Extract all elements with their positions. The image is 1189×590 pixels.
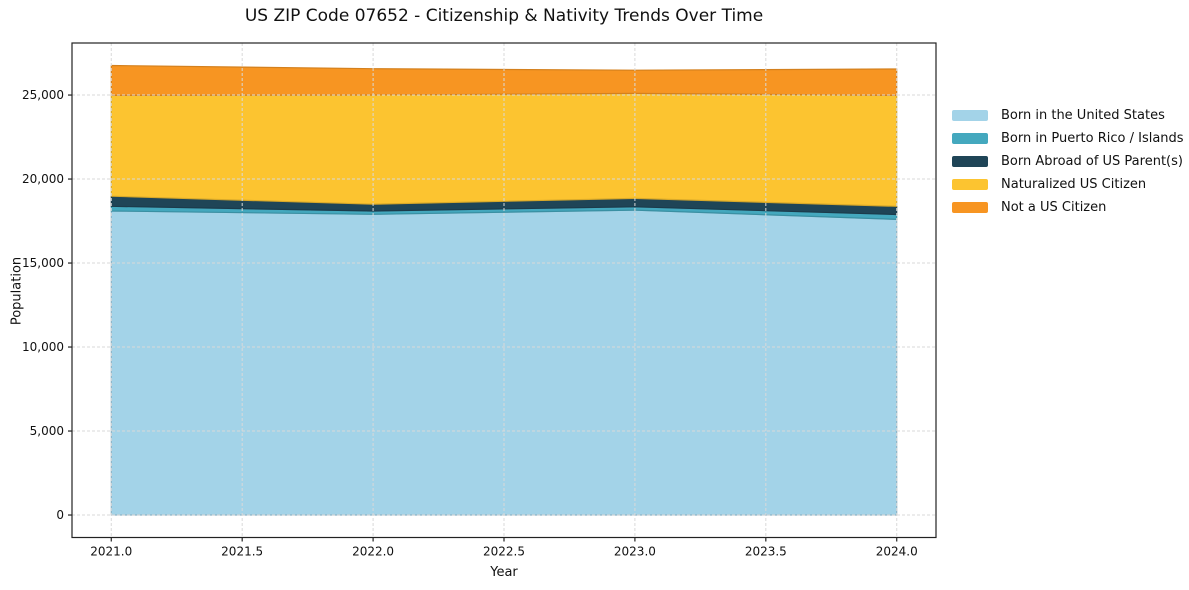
legend-label: Born in the United States <box>1001 108 1165 123</box>
y-tick-label: 5,000 <box>30 424 64 438</box>
legend-swatch <box>952 202 988 213</box>
x-tick-label: 2021.5 <box>221 545 263 559</box>
legend-item-born-in-the-united-states: Born in the United States <box>952 104 1184 127</box>
x-tick-label: 2023.0 <box>614 545 656 559</box>
legend-swatch <box>952 110 988 121</box>
y-axis-label: Population <box>9 256 25 326</box>
legend-swatch <box>952 133 988 144</box>
legend-item-born-abroad-of-us-parent-s: Born Abroad of US Parent(s) <box>952 150 1184 173</box>
x-tick-label: 2021.0 <box>90 545 132 559</box>
y-tick-label: 0 <box>56 508 64 522</box>
legend-label: Naturalized US Citizen <box>1001 177 1147 192</box>
legend-swatch <box>952 179 988 190</box>
chart-title: US ZIP Code 07652 - Citizenship & Nativi… <box>244 6 764 26</box>
legend-item-born-in-puerto-rico-islands: Born in Puerto Rico / Islands <box>952 127 1184 150</box>
legend-swatch <box>952 156 988 167</box>
x-axis-label: Year <box>490 565 518 580</box>
y-tick-label: 15,000 <box>22 256 64 270</box>
legend-label: Born Abroad of US Parent(s) <box>1001 154 1183 169</box>
legend-item-naturalized-us-citizen: Naturalized US Citizen <box>952 173 1184 196</box>
x-tick-label: 2023.5 <box>745 545 787 559</box>
legend-item-not-a-us-citizen: Not a US Citizen <box>952 196 1184 219</box>
x-tick-label: 2022.0 <box>352 545 394 559</box>
legend-label: Not a US Citizen <box>1001 200 1107 215</box>
x-tick-label: 2024.0 <box>876 545 918 559</box>
y-tick-label: 25,000 <box>22 88 64 102</box>
x-tick-label: 2022.5 <box>483 545 525 559</box>
legend-label: Born in Puerto Rico / Islands <box>1001 131 1184 146</box>
legend: Born in the United States Born in Puerto … <box>952 104 1184 219</box>
y-tick-label: 10,000 <box>22 340 64 354</box>
y-tick-label: 20,000 <box>22 172 64 186</box>
